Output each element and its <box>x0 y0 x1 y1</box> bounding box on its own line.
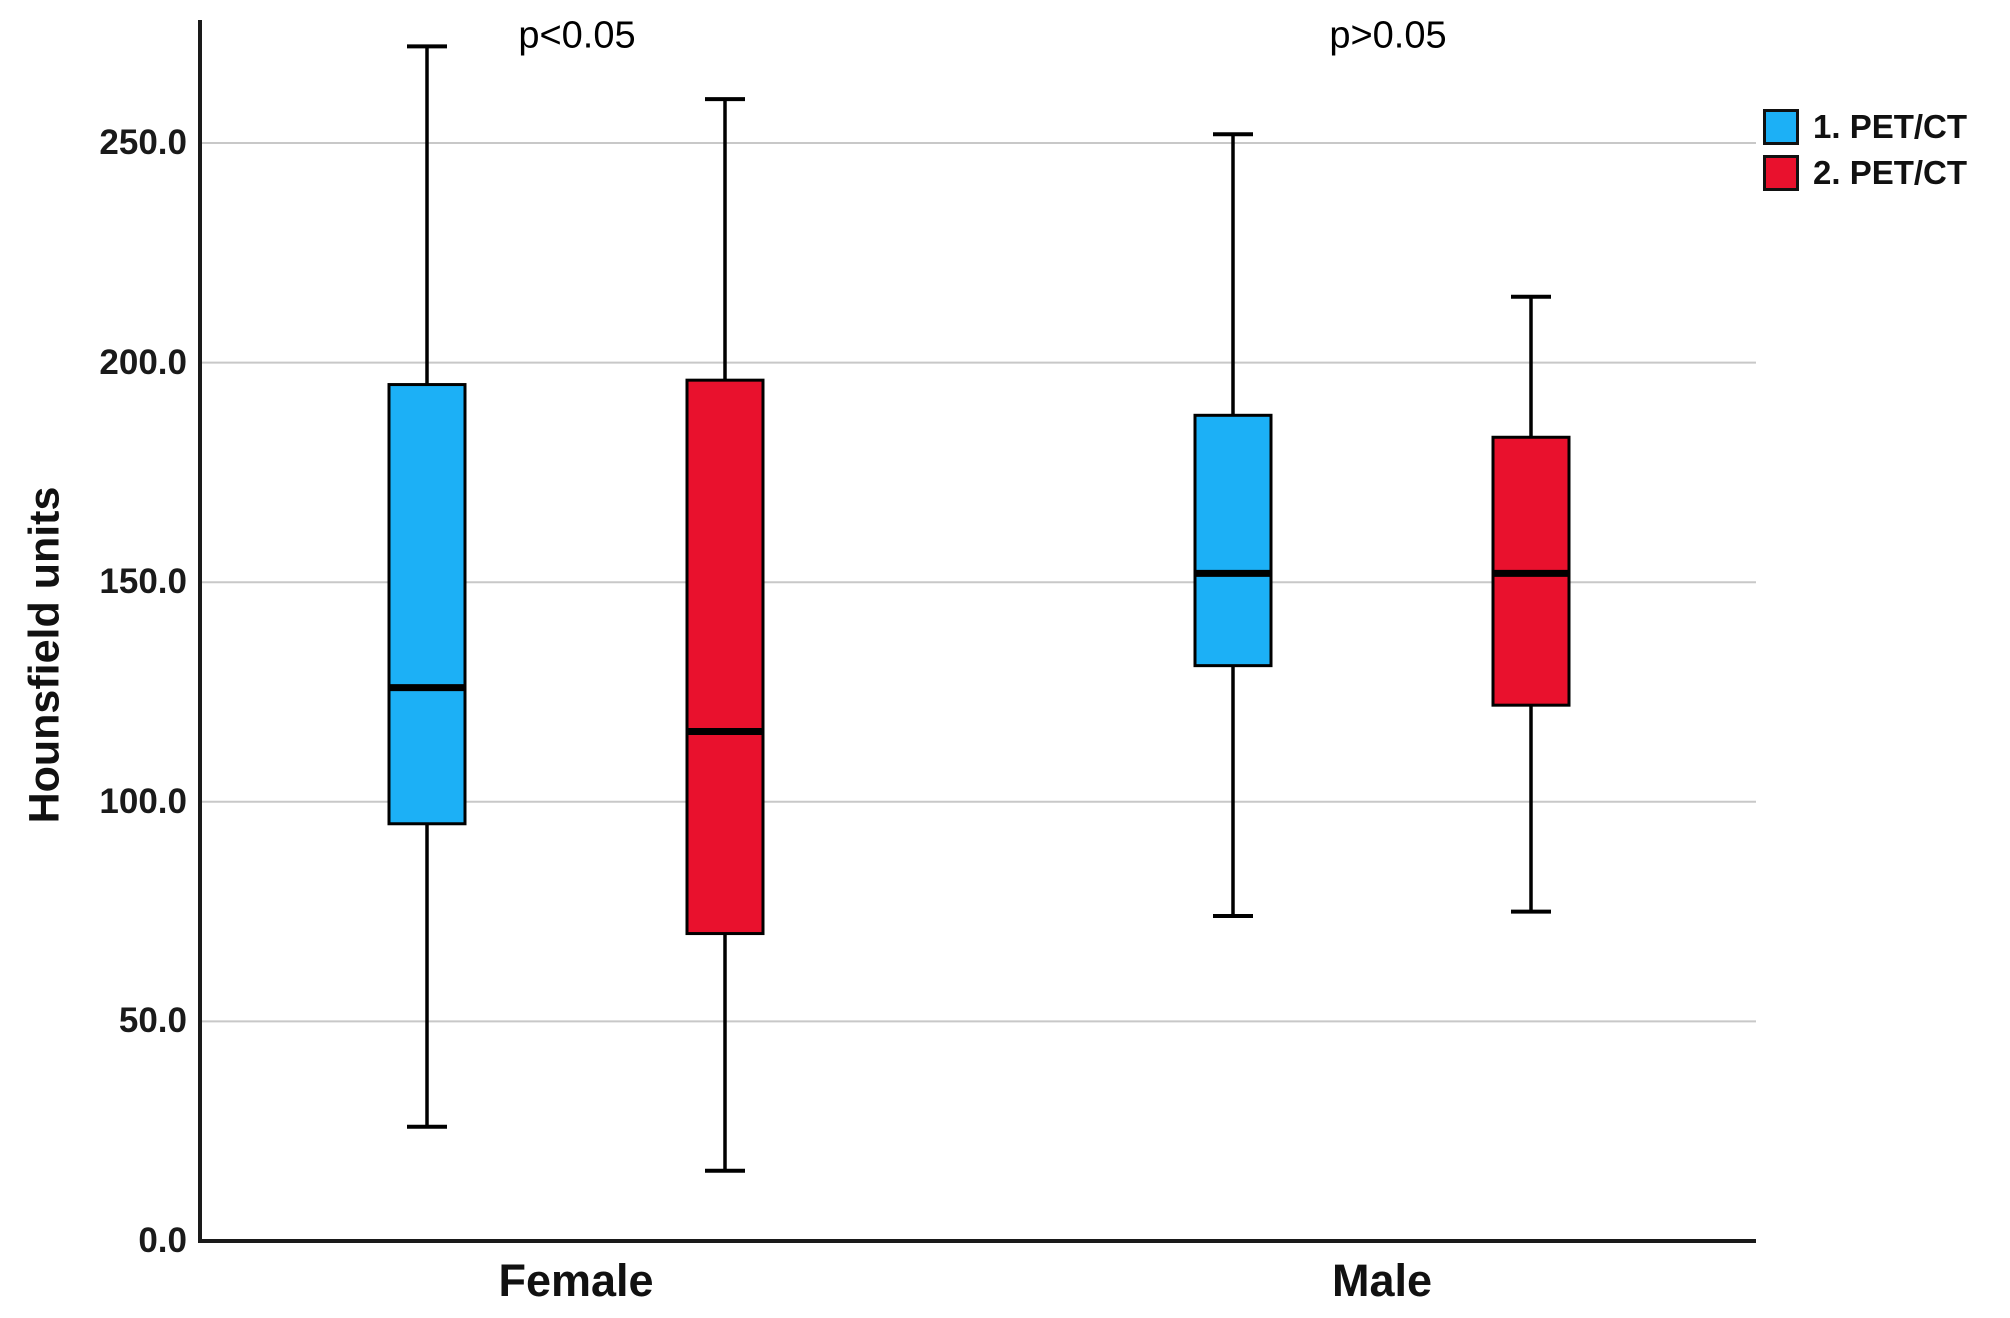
y-tick-label-100: 100.0 <box>99 781 187 821</box>
legend-label-1: 1. PET/CT <box>1813 108 1968 145</box>
box-1-pet-ct-male <box>1193 413 1273 668</box>
x-category-label-female: Female <box>498 1255 654 1306</box>
y-tick-label-50: 50.0 <box>118 1001 187 1041</box>
p-value-annotation-male: p>0.05 <box>1329 14 1447 57</box>
y-axis-title: Hounsfield units <box>20 486 69 824</box>
p-value-annotation-female: p<0.05 <box>518 14 636 57</box>
x-category-label-male: Male <box>1331 1255 1433 1306</box>
legend-label-2: 2. PET/CT <box>1813 154 1968 191</box>
box-2-pet-ct-female <box>685 378 765 936</box>
legend-item-1: 1. PET/CT <box>1763 108 1967 146</box>
legend-swatch-1 <box>1763 109 1799 145</box>
y-tick-label-250: 250.0 <box>99 123 187 162</box>
y-tick-label-0: 0.0 <box>138 1221 187 1260</box>
y-tick-label-150: 150.0 <box>99 562 187 602</box>
legend-swatch-2 <box>1763 155 1799 191</box>
legend: 1. PET/CT 2. PET/CT <box>1763 108 1967 192</box>
boxes-layer <box>387 44 1571 1173</box>
legend-item-2: 2. PET/CT <box>1763 154 1967 192</box>
y-tick-label-200: 200.0 <box>99 342 187 382</box>
box-1-pet-ct-female <box>387 383 467 826</box>
axes-layer <box>198 20 1756 1243</box>
